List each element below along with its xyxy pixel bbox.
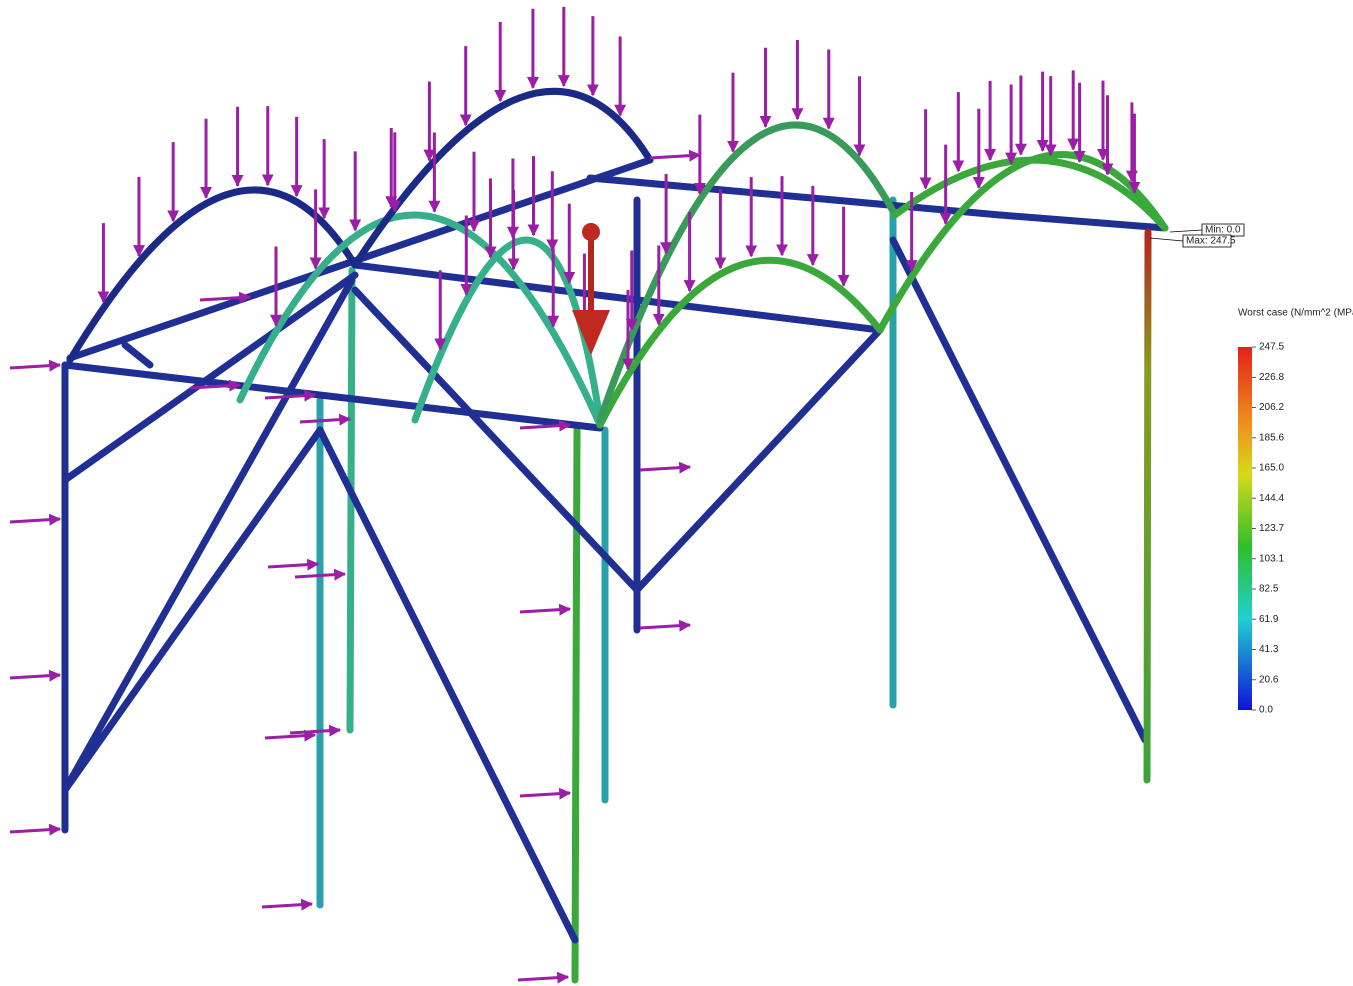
beam: [637, 330, 880, 590]
legend-tick-label: 165.0: [1259, 463, 1284, 474]
remote-load: [572, 223, 610, 355]
legend-tick-label: 103.1: [1259, 553, 1284, 564]
beam: [65, 280, 352, 790]
legend-tick-label: 185.6: [1259, 432, 1284, 443]
beam: [1147, 232, 1148, 780]
legend-tick-label: 0.0: [1259, 705, 1273, 716]
beam: [1000, 215, 1165, 228]
load-arrow: [520, 609, 570, 612]
load-arrow: [295, 574, 345, 577]
load-arrow: [10, 365, 60, 368]
frame-structure: [65, 91, 1165, 980]
legend-title: Worst case (N/mm^2 (MPa)): [1238, 308, 1353, 319]
simulation-view: Min: 0.0 Max: 247.5 Worst case (N/mm^2 (…: [0, 0, 1353, 986]
page: {"annotations": {"min": "Min: 0.0", "max…: [0, 0, 1353, 986]
load-arrow: [290, 730, 340, 733]
legend-tick-label: 247.5: [1259, 342, 1284, 353]
legend-tick-label: 144.4: [1259, 493, 1284, 504]
legend-tick-label: 123.7: [1259, 523, 1284, 534]
legend-tick-label: 226.8: [1259, 372, 1284, 383]
load-arrow: [520, 793, 570, 796]
legend-tick-label: 82.5: [1259, 584, 1279, 595]
load-arrow: [265, 735, 315, 738]
beam: [893, 240, 1145, 740]
load-arrow: [268, 564, 318, 567]
load-arrow: [300, 419, 350, 422]
beam: [575, 430, 577, 980]
beam: [355, 265, 880, 330]
beam: [125, 345, 150, 365]
load-arrow: [265, 395, 315, 398]
legend-tick-label: 41.3: [1259, 644, 1279, 655]
legend-tick-label: 20.6: [1259, 674, 1279, 685]
color-legend: Worst case (N/mm^2 (MPa)) 247.5 226.8 206.…: [1238, 308, 1353, 716]
load-arrow: [518, 977, 568, 980]
load-arrow: [262, 904, 312, 907]
legend-tick-label: 61.9: [1259, 614, 1279, 625]
max-label: Max: 247.5: [1186, 236, 1236, 247]
arch: [600, 260, 880, 425]
load-arrow: [520, 425, 570, 428]
min-label: Min: 0.0: [1205, 225, 1241, 236]
legend-tick-label: 206.2: [1259, 402, 1284, 413]
load-arrow: [10, 675, 60, 678]
color-bar: [1238, 347, 1252, 710]
load-arrow: [650, 155, 700, 158]
load-arrow: [640, 625, 690, 628]
load-arrow: [10, 829, 60, 832]
beam: [320, 430, 575, 940]
load-arrow: [640, 467, 690, 470]
load-arrow: [10, 519, 60, 522]
arch: [600, 125, 895, 420]
